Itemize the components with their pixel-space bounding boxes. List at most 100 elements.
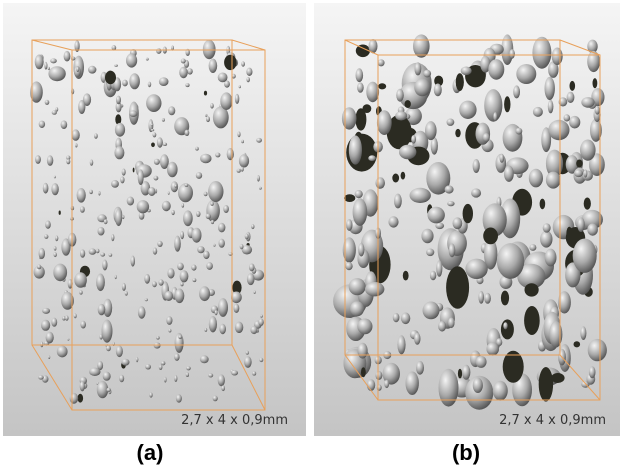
particle: [162, 201, 171, 211]
particle: [193, 278, 197, 282]
particle: [162, 118, 165, 122]
particle: [109, 253, 113, 257]
particle: [384, 380, 389, 388]
particle: [209, 59, 218, 73]
particle: [438, 321, 446, 332]
particle: [37, 265, 41, 270]
particle: [509, 49, 515, 59]
particle: [493, 112, 497, 121]
particle: [149, 392, 152, 397]
particle: [476, 356, 487, 368]
particle: [251, 224, 254, 229]
particle: [589, 366, 596, 378]
particle: [465, 259, 487, 279]
particle: [98, 191, 100, 196]
particle: [459, 101, 476, 119]
particle: [196, 211, 200, 217]
particle: [77, 188, 86, 203]
particle: [154, 176, 159, 181]
particle: [220, 92, 232, 110]
particle: [208, 181, 223, 202]
particle: [503, 322, 507, 329]
particle: [80, 206, 85, 213]
particle: [176, 394, 182, 402]
particle: [377, 110, 392, 135]
particle: [218, 73, 228, 83]
particle: [148, 82, 151, 88]
particle: [581, 97, 594, 108]
particle: [358, 343, 368, 359]
particle: [182, 203, 185, 207]
particle: [218, 374, 225, 386]
particle: [115, 123, 125, 137]
particle: [145, 298, 148, 301]
particle: [227, 148, 234, 160]
particle: [235, 94, 239, 104]
particle: [52, 110, 57, 114]
particle: [164, 377, 167, 383]
particle: [41, 320, 50, 331]
particle: [116, 96, 121, 105]
particle: [53, 264, 67, 282]
particle: [580, 140, 596, 161]
scale-caption: 2,7 x 4 x 0,9mm: [181, 413, 288, 428]
particle: [595, 106, 600, 115]
particle: [577, 217, 585, 232]
particle: [532, 37, 551, 69]
particle: [157, 137, 163, 147]
particle: [38, 375, 44, 379]
particle: [159, 279, 164, 285]
particle: [71, 57, 76, 61]
particle: [168, 106, 175, 115]
particle: [78, 394, 84, 403]
particle: [447, 201, 454, 206]
particle: [35, 155, 41, 164]
particle: [396, 89, 404, 102]
particle: [205, 114, 207, 117]
particle: [410, 188, 431, 203]
particle: [57, 346, 68, 358]
particle: [593, 78, 598, 88]
particle: [345, 262, 352, 270]
particle: [138, 169, 144, 185]
particle: [122, 215, 124, 219]
particle: [241, 140, 244, 144]
particle: [414, 79, 430, 97]
particle: [183, 210, 193, 226]
particle: [196, 172, 202, 179]
particle: [439, 369, 459, 407]
particle: [367, 379, 375, 391]
particle: [463, 204, 473, 223]
particle: [246, 77, 250, 82]
particle: [74, 272, 87, 288]
particle: [240, 244, 244, 249]
particle: [167, 268, 174, 279]
particle: [42, 308, 50, 314]
particle: [368, 155, 376, 161]
particle: [61, 120, 68, 129]
particle: [525, 283, 539, 296]
figure: 2,7 x 4 x 0,9mm 2,7 x 4 x 0,9mm (a) (b): [0, 0, 622, 467]
particle: [411, 135, 416, 144]
particle: [213, 396, 218, 402]
particle: [548, 120, 569, 140]
particle: [246, 351, 249, 355]
particle: [234, 304, 240, 313]
particle: [156, 336, 160, 340]
particle: [210, 103, 214, 109]
particle: [138, 306, 146, 318]
particle: [186, 372, 189, 377]
particle: [449, 244, 456, 258]
particle: [349, 135, 362, 164]
particle: [209, 316, 217, 332]
particle: [346, 219, 352, 231]
particle: [129, 73, 140, 89]
particle: [151, 129, 154, 131]
particle: [392, 174, 399, 183]
particle: [122, 359, 130, 366]
particle: [168, 191, 170, 194]
particle: [483, 133, 490, 142]
particle: [215, 153, 220, 158]
particle: [144, 274, 150, 284]
particle: [218, 298, 228, 317]
